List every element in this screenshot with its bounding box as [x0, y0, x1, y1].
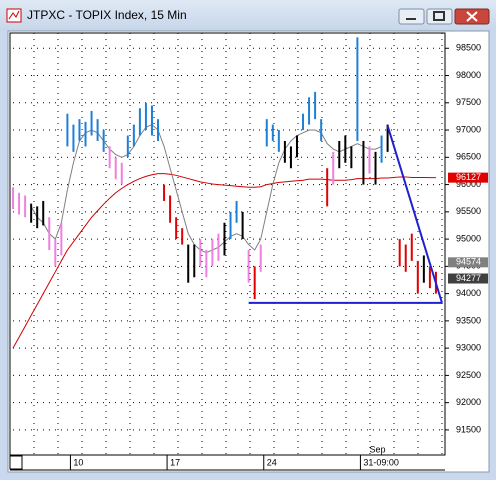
- plot-area: [9, 32, 446, 456]
- y-tick-label: 94000: [456, 288, 481, 298]
- x-tick-label: 31-09:00: [363, 457, 399, 467]
- price-label: 94574: [456, 257, 481, 267]
- x-tick-label: 17: [170, 457, 180, 467]
- x-annotation: Sep: [370, 444, 386, 454]
- minimize-button[interactable]: [398, 8, 425, 25]
- y-tick-label: 93000: [456, 343, 481, 353]
- y-tick-label: 92000: [456, 397, 481, 407]
- y-tick-label: 91500: [456, 424, 481, 434]
- trendline: [386, 125, 443, 304]
- app-icon: [6, 8, 22, 23]
- close-glyph: [466, 11, 478, 22]
- scroll-box[interactable]: [9, 455, 23, 470]
- moving-average: [12, 173, 436, 349]
- price-label-box: [448, 257, 488, 268]
- y-tick-label: 98000: [456, 70, 481, 80]
- y-tick-label: 96000: [456, 179, 481, 189]
- minimize-glyph: [406, 18, 416, 20]
- x-tick-label: 24: [267, 457, 277, 467]
- y-tick-label: 96500: [456, 152, 481, 162]
- plot-layer: [12, 33, 445, 455]
- chart-title: JTPXC - TOPIX Index, 15 Min: [27, 8, 187, 22]
- app-icon-glyph: [8, 10, 20, 20]
- price-label-box: [448, 172, 488, 183]
- y-tick-label: 95500: [456, 206, 481, 216]
- y-tick-label: 93500: [456, 315, 481, 325]
- price-label: 94277: [456, 273, 481, 283]
- price-label: 96127: [456, 172, 481, 182]
- y-tick-label: 92500: [456, 370, 481, 380]
- x-tick-label: 10: [73, 457, 83, 467]
- price-label-box: [448, 273, 488, 284]
- y-tick-label: 97500: [456, 97, 481, 107]
- y-tick-label: 98500: [456, 43, 481, 53]
- maximize-glyph: [433, 11, 445, 21]
- y-tick-label: 97000: [456, 124, 481, 134]
- y-tick-label: 95000: [456, 233, 481, 243]
